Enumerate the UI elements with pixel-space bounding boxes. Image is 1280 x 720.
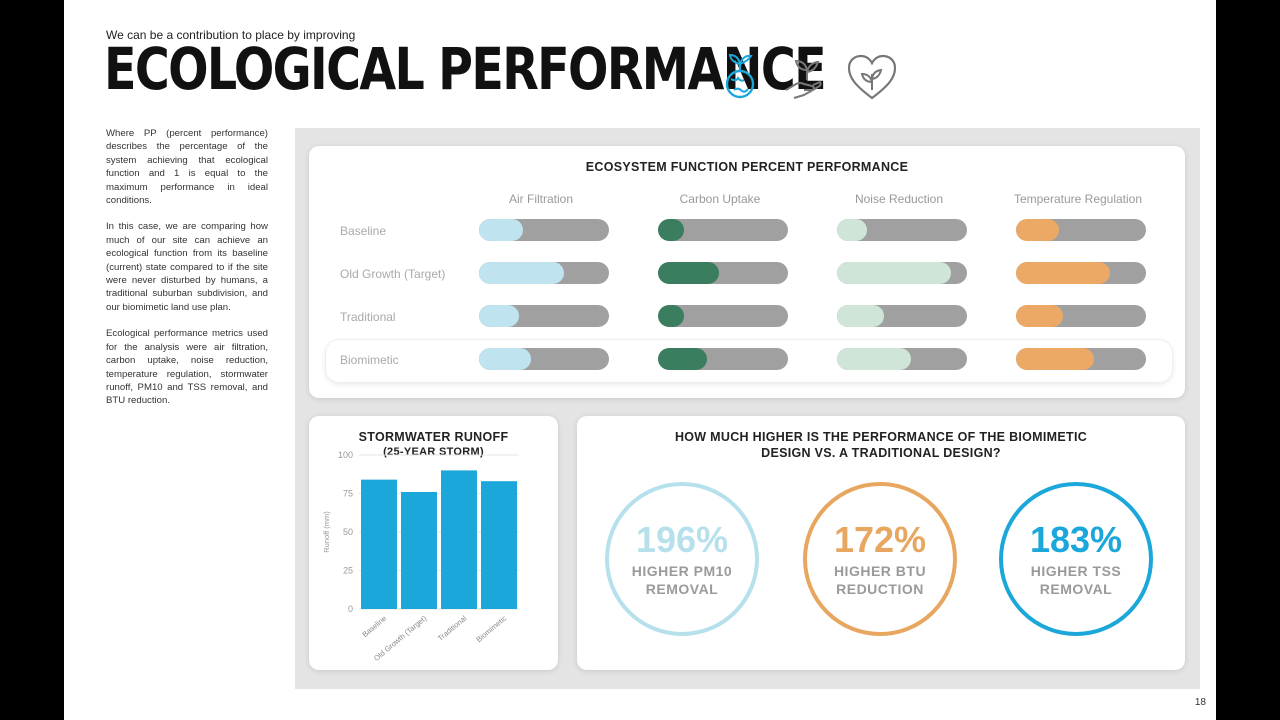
pm10-removal-value: 196% — [635, 519, 729, 560]
tss-removal-stat: 183% HIGHER TSS REMOVAL — [999, 482, 1153, 636]
description-paragraph: Where PP (percent performance) describes… — [106, 128, 268, 207]
column-header-air-filtration: Air Filtration — [508, 192, 573, 206]
y-tick-label: 75 — [343, 489, 353, 499]
row-label-biomimetic: Biomimetic — [340, 353, 399, 367]
row-label-baseline: Baseline — [340, 224, 387, 238]
slide-subtitle: We can be a contribution to place by imp… — [106, 28, 356, 42]
comparison-title-line1: HOW MUCH HIGHER IS THE PERFORMANCE OF TH… — [674, 430, 1088, 444]
ecosystem-performance-card: ECOSYSTEM FUNCTION PERCENT PERFORMANCE A… — [309, 146, 1185, 398]
performance-bar-fill — [479, 305, 520, 327]
performance-bar — [658, 305, 788, 327]
performance-bar-fill — [837, 219, 867, 241]
tss-removal-label: HIGHER TSS REMOVAL — [1030, 563, 1122, 597]
row-label-old-growth: Old Growth (Target) — [340, 267, 446, 281]
performance-bar-fill — [658, 348, 708, 370]
performance-bar-fill — [1016, 305, 1063, 327]
stormwater-runoff-card: STORMWATER RUNOFF (25-YEAR STORM) 0 25 50 7… — [309, 416, 558, 670]
y-tick-label: 50 — [343, 527, 353, 537]
earth-sprout-icon — [725, 53, 755, 99]
performance-bar-fill — [1016, 262, 1110, 284]
performance-bar — [658, 262, 788, 284]
performance-bar-fill — [1016, 348, 1094, 370]
performance-bar — [658, 219, 788, 241]
column-header-temperature-regulation: Temperature Regulation — [1013, 192, 1143, 206]
column-header-noise-reduction: Noise Reduction — [854, 192, 944, 206]
performance-bar-fill — [479, 219, 524, 241]
stormwater-title: STORMWATER RUNOFF — [358, 430, 509, 444]
performance-bar — [479, 348, 609, 370]
bar — [401, 491, 437, 609]
dashboard-panel: ECOSYSTEM FUNCTION PERCENT PERFORMANCE A… — [295, 128, 1200, 689]
performance-bar — [479, 262, 609, 284]
bar — [441, 470, 477, 609]
performance-bar — [658, 348, 788, 370]
y-axis-label: Runoff (mm) — [322, 511, 331, 553]
performance-bar — [1016, 262, 1146, 284]
pm10-removal-stat: 196% HIGHER PM10 REMOVAL — [605, 482, 759, 636]
description-text: Where PP (percent performance) describes… — [106, 127, 268, 421]
y-tick-label: 100 — [338, 450, 353, 460]
performance-bar-fill — [479, 262, 564, 284]
performance-bar-fill — [658, 219, 684, 241]
description-paragraph: In this case, we are comparing how much … — [106, 221, 268, 313]
slide-page: We can be a contribution to place by imp… — [64, 0, 1216, 720]
comparison-title-line2: DESIGN VS. A TRADITIONAL DESIGN? — [761, 446, 1001, 460]
performance-bar — [837, 219, 967, 241]
tss-removal-value: 183% — [1029, 519, 1123, 560]
performance-bar-fill — [1016, 219, 1059, 241]
y-tick-label: 25 — [343, 566, 353, 576]
slide-title: ECOLOGICAL PERFORMANCE — [104, 35, 827, 103]
comparison-card: HOW MUCH HIGHER IS THE PERFORMANCE OF TH… — [577, 416, 1185, 670]
performance-bar-fill — [479, 348, 531, 370]
y-tick-label: 0 — [348, 604, 353, 614]
header-icons — [714, 52, 898, 104]
column-header-carbon-uptake: Carbon Uptake — [679, 192, 761, 206]
performance-bar — [1016, 348, 1146, 370]
performance-bar — [837, 262, 967, 284]
performance-bar-fill — [837, 348, 912, 370]
btu-reduction-label: HIGHER BTU REDUCTION — [833, 563, 927, 597]
biomimetic-row-highlight — [325, 339, 1173, 383]
performance-bar — [837, 348, 967, 370]
bar — [481, 481, 517, 609]
performance-bar-fill — [837, 305, 884, 327]
btu-reduction-stat: 172% HIGHER BTU REDUCTION — [803, 482, 957, 636]
description-paragraph: Ecological performance metrics used for … — [106, 328, 268, 407]
x-tick-label: Baseline — [360, 614, 388, 639]
btu-reduction-value: 172% — [833, 519, 927, 560]
bar — [361, 479, 397, 609]
performance-bar — [479, 219, 609, 241]
x-tick-label: Biomimetic — [474, 613, 508, 644]
hand-sprout-icon — [785, 59, 822, 99]
performance-bar — [1016, 305, 1146, 327]
row-label-traditional: Traditional — [340, 310, 396, 324]
pm10-removal-label: HIGHER PM10 REMOVAL — [631, 563, 733, 597]
page-number: 18 — [1194, 697, 1206, 708]
performance-bar — [479, 305, 609, 327]
performance-bar-fill — [658, 305, 684, 327]
performance-bar — [837, 305, 967, 327]
performance-bar — [1016, 219, 1146, 241]
performance-bar-fill — [837, 262, 952, 284]
ecosystem-title: ECOSYSTEM FUNCTION PERCENT PERFORMANCE — [585, 160, 909, 174]
x-tick-label: Traditional — [436, 613, 469, 642]
performance-bar-fill — [658, 262, 720, 284]
heart-leaf-icon — [847, 54, 897, 100]
